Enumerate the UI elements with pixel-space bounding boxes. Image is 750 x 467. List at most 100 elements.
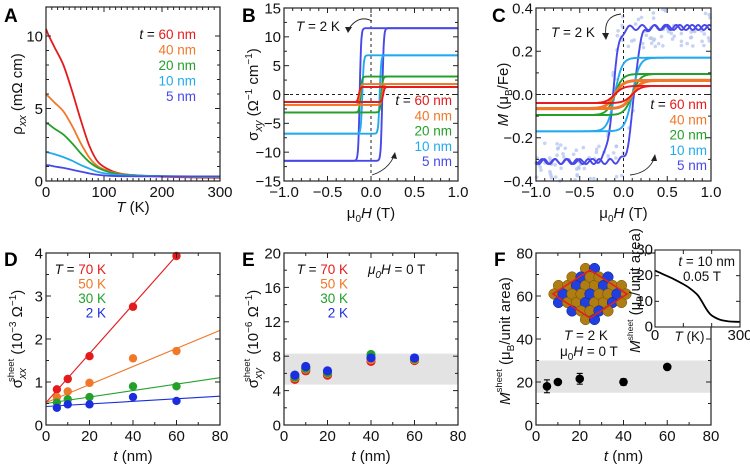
y-tick-label: −0.2 xyxy=(503,130,533,147)
legend-entry: 2 K xyxy=(86,306,106,321)
hysteresis-down xyxy=(283,54,459,135)
raw-data-point xyxy=(582,166,587,171)
inset-x-axis-label: T (K) xyxy=(675,329,705,344)
series-5-nm xyxy=(45,164,220,178)
raw-data-point xyxy=(553,163,557,167)
hysteresis-down xyxy=(283,83,459,106)
legend-entry: 50 K xyxy=(320,277,348,292)
raw-data-point xyxy=(629,39,634,43)
x-tick-label: 80 xyxy=(703,428,720,445)
data-point xyxy=(63,387,72,396)
raw-data-point xyxy=(594,150,599,155)
y-tick-label: 0.2 xyxy=(512,44,533,61)
raw-data-point xyxy=(594,147,599,152)
raw-data-point xyxy=(588,176,593,181)
x-tick-label: −0.5 xyxy=(565,184,595,201)
data-point xyxy=(128,354,138,363)
y-tick-label: 5 xyxy=(273,58,281,75)
y-tick-label: 3 xyxy=(35,288,43,305)
legend-entry: 10 nm xyxy=(158,74,196,89)
hysteresis-down xyxy=(283,75,459,114)
temperature-annotation: T = 2 K xyxy=(564,328,608,343)
y-tick-label: 0.0 xyxy=(512,87,533,104)
fit-line xyxy=(45,395,221,408)
legend-entry: 30 K xyxy=(320,291,348,306)
legend-entry: 2 K xyxy=(328,306,348,321)
arrowhead xyxy=(391,152,397,159)
data-point xyxy=(575,374,585,384)
raw-data-point xyxy=(539,168,543,172)
data-point xyxy=(366,353,376,363)
y-axis-label: Msheet (μB/unit area) xyxy=(625,228,645,353)
raw-data-point xyxy=(538,165,543,169)
x-tick-label: 0 xyxy=(532,428,540,445)
series-10-nm xyxy=(283,54,459,135)
series-10-nm xyxy=(535,56,712,133)
x-tick-label: −0.5 xyxy=(313,184,343,201)
plot-frame xyxy=(283,252,459,426)
legend-entry: 10 nm xyxy=(414,139,452,154)
data-point xyxy=(128,392,138,402)
raw-data-point xyxy=(621,25,625,30)
raw-data-point xyxy=(606,154,610,158)
hysteresis-down xyxy=(535,24,712,165)
hysteresis-down xyxy=(535,56,712,133)
raw-data-point xyxy=(679,31,684,36)
x-tick-label: 20 xyxy=(319,428,336,445)
raw-data-point xyxy=(700,39,704,44)
data-point-group xyxy=(662,362,672,372)
x-tick-label: 80 xyxy=(212,428,229,445)
x-tick-label: −1.0 xyxy=(269,184,299,201)
y-tick-label: 2 xyxy=(35,331,43,348)
legend-entry: 5 nm xyxy=(166,89,196,104)
x-tick-label: 200 xyxy=(149,184,174,201)
y-tick-label: 40 xyxy=(516,331,533,348)
x-tick-label: 1.0 xyxy=(448,184,469,201)
hysteresis-down xyxy=(534,78,713,111)
data-point xyxy=(290,370,300,380)
y-tick-label: 1 xyxy=(35,374,43,391)
raw-data-point xyxy=(620,173,624,178)
x-tick-label: 0.5 xyxy=(657,184,678,201)
raw-data-point xyxy=(639,15,644,20)
series-line xyxy=(45,164,220,178)
raw-data-point xyxy=(702,32,707,36)
legend-entry: 5 nm xyxy=(422,154,452,169)
raw-data-point xyxy=(555,141,559,146)
series-line xyxy=(45,93,221,179)
y-tick-label: 4 xyxy=(35,245,43,262)
raw-data-point xyxy=(685,41,689,46)
x-tick-label: 0 xyxy=(42,428,50,445)
series-20-nm xyxy=(535,73,712,116)
legend-entry: 40 nm xyxy=(414,108,452,123)
legend-entry: 20 nm xyxy=(669,128,707,143)
raw-data-point xyxy=(575,174,580,178)
series-40-nm xyxy=(283,83,459,106)
data-point-group xyxy=(553,377,563,387)
data-point-group xyxy=(619,377,628,387)
field-annotation: μ0H = 0 T xyxy=(560,344,618,363)
raw-data-point xyxy=(563,146,568,151)
x-tick-label: 60 xyxy=(168,428,185,445)
raw-data-point xyxy=(558,143,563,147)
raw-data-point xyxy=(640,41,645,46)
legend-entry: 30 K xyxy=(78,291,106,306)
y-tick-label: −15 xyxy=(256,173,281,190)
legend-entry: t = 60 nm xyxy=(650,97,707,112)
raw-data-point xyxy=(636,17,641,22)
x-tick-label: 0 xyxy=(42,184,50,201)
raw-data-point xyxy=(616,28,620,33)
data-point xyxy=(85,352,94,361)
legend-entry: t = 60 nm xyxy=(139,27,196,42)
inset-x-tick-label: 0 xyxy=(651,327,659,344)
data-point xyxy=(172,396,181,406)
data-point-group xyxy=(542,379,552,394)
inset-y-tick-label: 0 xyxy=(645,319,653,336)
raw-data-point xyxy=(549,176,554,180)
x-tick-label: 60 xyxy=(659,428,676,445)
raw-data-point xyxy=(614,156,618,160)
y-axis-label: Msheet (μB/unit area) xyxy=(494,277,517,405)
data-point xyxy=(662,362,672,372)
